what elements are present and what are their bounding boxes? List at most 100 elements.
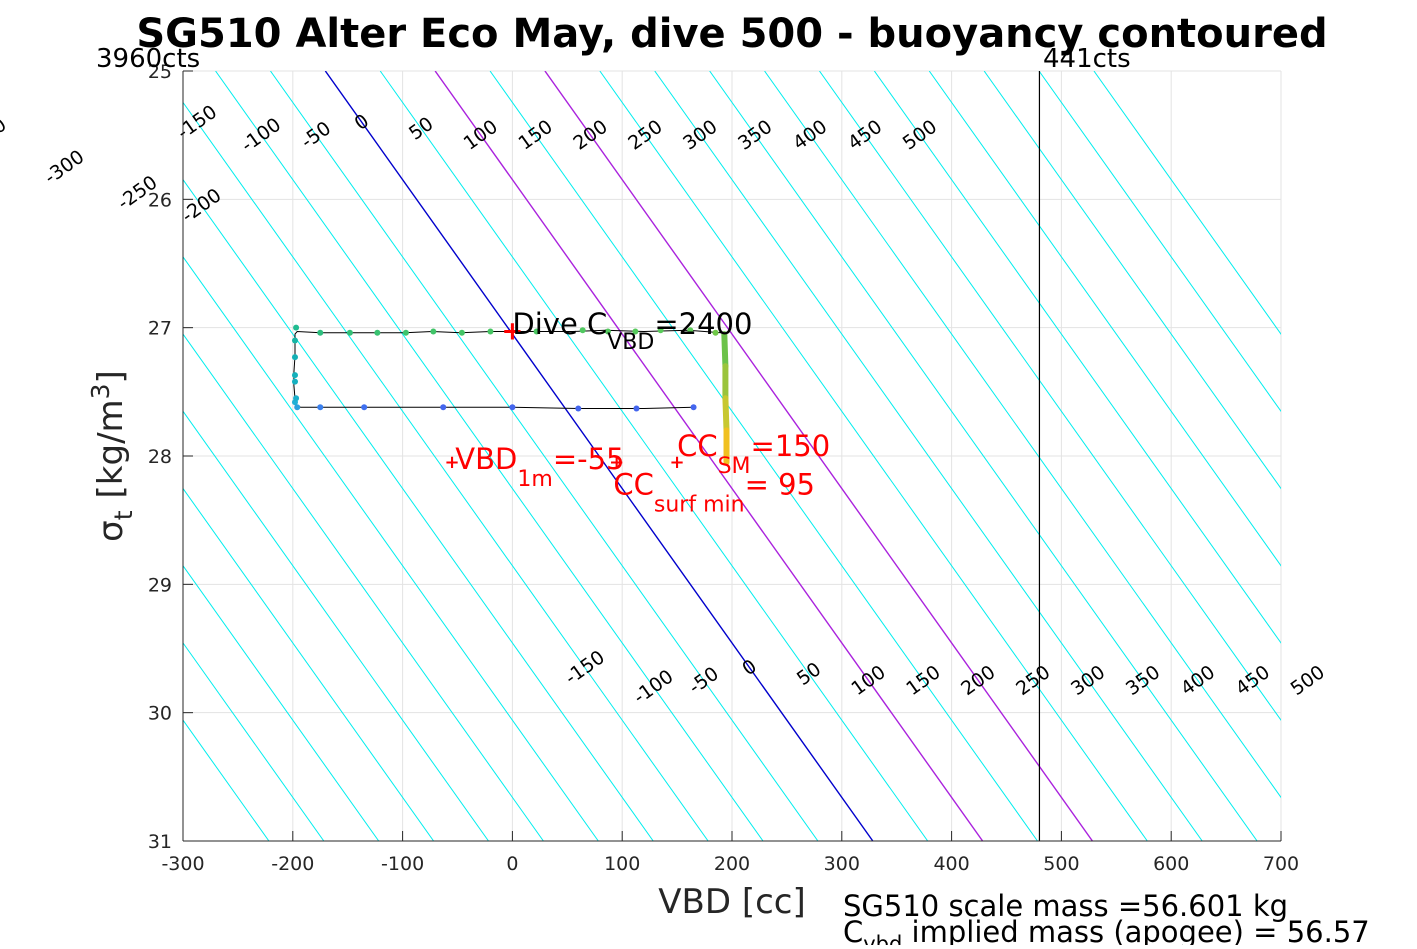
vbd-1m-label-sub: 1m: [517, 467, 552, 492]
x-tick-label: 100: [604, 853, 640, 875]
contour-label-top: -100: [237, 114, 285, 157]
cc-sm-label-sub: SM: [718, 454, 751, 479]
contour-line: [183, 564, 380, 841]
data-point: [712, 329, 719, 336]
y-tick-label: 31: [148, 831, 172, 853]
y-tick-label: 28: [148, 446, 172, 468]
contour-label-bottom: -150: [561, 646, 609, 689]
contour-label-top: -300: [40, 146, 88, 189]
contour-line: [270, 71, 819, 841]
cc-sm-label-main: CC: [677, 429, 718, 463]
cc-sm-label: CCSM=150: [677, 429, 830, 479]
y-tick-label: 30: [148, 703, 172, 725]
data-point: [291, 372, 298, 379]
x-axis-label: VBD [cc]: [658, 882, 806, 922]
y-tick-label: 29: [148, 574, 172, 596]
contour-line: [489, 71, 1038, 841]
contour-label-top: 0: [351, 110, 374, 135]
contour-line: [379, 71, 929, 841]
contour-line: [1093, 71, 1281, 335]
cc-sm-label-tail: =150: [751, 429, 831, 463]
surface-segment: [722, 395, 730, 434]
y-tick-label: 25: [148, 61, 172, 83]
y-tick-label: 27: [148, 318, 172, 340]
footer-mass-line: SG510 scale mass =56.601 kg: [843, 889, 1288, 923]
data-point: [633, 405, 640, 412]
data-point: [291, 354, 298, 361]
svg-text:σt[kg/m3]: σt [kg/m3]: [86, 370, 138, 542]
surface-segment: [721, 331, 729, 370]
contour-label-top: 250: [624, 116, 666, 155]
corner-label-left: 3960cts: [96, 44, 200, 74]
contour-lines: [183, 71, 1281, 841]
x-tick-label: 500: [1043, 853, 1079, 875]
contour-line: [873, 71, 1281, 644]
dive-cvbd-label-main: Dive C: [512, 307, 607, 341]
contour-label-bottom: 450: [1232, 661, 1274, 700]
contour-label-top: -150: [173, 101, 221, 144]
data-point: [361, 404, 368, 411]
contour-label-top: 50: [405, 113, 437, 145]
data-point: [687, 327, 694, 334]
x-tick-label: 300: [824, 853, 860, 875]
contour-label-top: 350: [734, 116, 776, 155]
plus-marker: +: [444, 452, 459, 473]
plus-marker: +: [502, 317, 524, 347]
contour-label-bottom: 350: [1122, 661, 1164, 700]
contour-line: [819, 71, 1281, 722]
y-axis-label-unit-sup: 3: [86, 383, 115, 399]
contour-label-bottom: 300: [1067, 661, 1109, 700]
y-tick-label: 26: [148, 189, 172, 211]
contour-line: [324, 71, 874, 841]
footer-cvbd-sub: vbd: [863, 932, 902, 945]
cc-surf-min-label: CCsurf min= 95: [613, 468, 815, 518]
x-tick-label: 700: [1263, 853, 1299, 875]
y-axis-label-sub: t: [109, 510, 138, 520]
x-tick-label: 600: [1153, 853, 1189, 875]
plus-marker: +: [670, 452, 685, 473]
contour-label-bottom: 150: [902, 661, 944, 700]
corner-label-right: 441cts: [1043, 44, 1131, 74]
contour-label-top: 450: [844, 116, 886, 155]
cc-surf-min-label-sub: surf min: [654, 493, 745, 518]
contour-label-bottom: -100: [630, 666, 678, 709]
contour-line: [215, 71, 764, 841]
contour-line: [183, 333, 544, 841]
x-tick-label: -300: [161, 853, 204, 875]
contour-label-bottom: 500: [1287, 661, 1329, 700]
x-tick-label: -200: [271, 853, 314, 875]
markers: + + + +: [444, 317, 684, 473]
data-point: [509, 404, 516, 411]
cc-surf-min-label-tail: = 95: [745, 468, 815, 502]
data-point: [317, 404, 324, 411]
data-point: [458, 329, 465, 336]
contour-label-bottom: 250: [1012, 661, 1054, 700]
contour-line: [1038, 71, 1281, 413]
y-axis-label-symbol: σ: [91, 520, 131, 542]
data-point: [293, 324, 300, 331]
data-point: [440, 404, 447, 411]
data-point: [430, 328, 437, 335]
contour-line: [599, 71, 1148, 841]
contour-line: [764, 71, 1281, 799]
contour-label-top: -200: [178, 184, 226, 227]
x-tick-label: -100: [381, 853, 424, 875]
contour-label-top: 400: [789, 116, 831, 155]
x-tick-label: 0: [506, 853, 518, 875]
contour-label-top: -50: [297, 117, 335, 153]
data-point: [657, 327, 664, 334]
dive-cvbd-label-sub: VBD: [607, 330, 654, 355]
contour-line: [183, 642, 325, 841]
vbd-1m-label: VBD1m=-55: [455, 442, 624, 492]
data-point: [317, 329, 324, 336]
vbd-1m-label-tail: =-55: [553, 442, 625, 476]
x-tick-label: 200: [714, 853, 750, 875]
contour-label-top: 200: [569, 116, 611, 155]
data-point: [402, 329, 409, 336]
contour-line: [183, 178, 654, 841]
dive-trajectory: [291, 324, 730, 466]
axes: -300 -200 -100 0 100 200 300 400 500 600 700252627…: [148, 61, 1299, 875]
